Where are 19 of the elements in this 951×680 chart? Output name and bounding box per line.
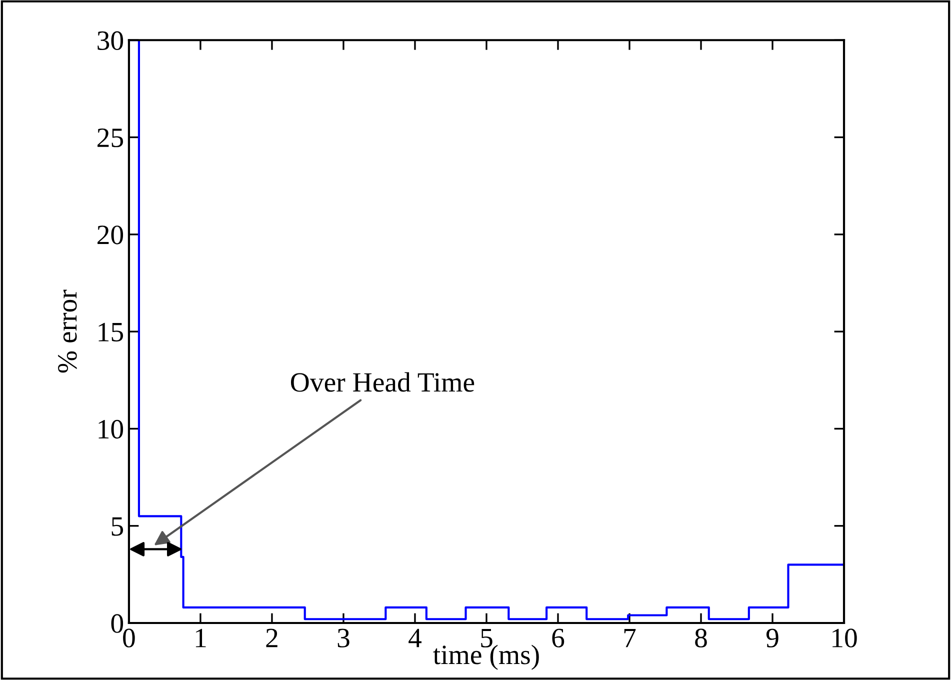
y-tick-label: 5 [112, 517, 124, 536]
x-tick-label: 10 [832, 628, 857, 648]
x-tick-label: 1 [196, 628, 206, 648]
x-tick-label: 0 [123, 628, 135, 648]
y-tick-label: 10 [98, 420, 124, 439]
y-tick-label: 25 [98, 128, 124, 148]
x-tick-label: 6 [552, 628, 564, 648]
x-tick-label: 2 [266, 628, 278, 648]
x-tick-label: 4 [408, 628, 422, 648]
x-tick-label: 7 [624, 628, 636, 648]
x-tick-label: 9 [766, 628, 778, 648]
y-tick-label: 30 [98, 31, 124, 50]
x-tick-label: 8 [695, 628, 707, 648]
y-axis-title: % error [58, 290, 77, 373]
y-tick-label: 0 [111, 614, 124, 633]
y-tick-label: 20 [98, 226, 124, 244]
y-tick-label: 15 [98, 322, 124, 342]
annotation: Over Head Time [290, 372, 474, 392]
x-tick-label: 3 [338, 628, 350, 648]
